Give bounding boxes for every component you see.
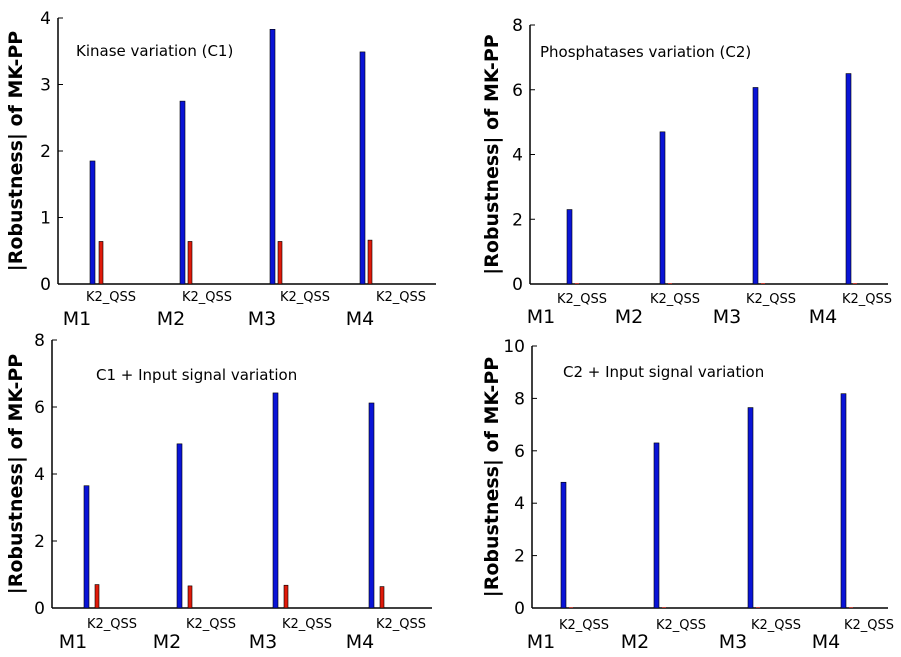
y-tick-label: 6	[512, 81, 523, 101]
bar-blue-M3	[269, 29, 276, 285]
chart-title: C2 + Input signal variation	[563, 363, 764, 381]
group-label-M3: M3	[713, 306, 741, 328]
group-label-M3: M3	[719, 631, 747, 653]
chart-title: C1 + Input signal variation	[96, 366, 297, 384]
bar-red-M2	[187, 585, 193, 609]
bar-red-M4	[849, 607, 853, 608]
y-tick-label: 10	[503, 337, 525, 357]
bar-blue-M1	[566, 209, 573, 285]
category-label: K2_QSS	[182, 290, 232, 305]
y-tick-label: 8	[514, 389, 525, 409]
group-label-M2: M2	[153, 631, 181, 653]
category-label: K2_QSS	[751, 618, 801, 633]
y-tick-label: 2	[40, 142, 51, 162]
y-tick-label: 3	[40, 76, 51, 96]
category-label: K2_QSS	[87, 617, 137, 632]
bar-blue-M4	[840, 393, 847, 609]
bar-red-M2	[662, 607, 666, 608]
y-tick-label: 8	[34, 331, 45, 351]
bar-blue-M2	[179, 100, 186, 285]
y-tick-label: 1	[40, 209, 51, 229]
y-tick-label: 2	[512, 210, 523, 230]
y-axis-label: |Robustness| of MK-PP	[5, 31, 27, 271]
category-label: K2_QSS	[650, 292, 700, 307]
bar-red-M3	[283, 584, 289, 609]
y-axis-label: |Robustness| of MK-PP	[481, 357, 503, 597]
bar-red-M1	[94, 584, 100, 609]
y-axis-label: |Robustness| of MK-PP	[5, 354, 27, 594]
y-tick-label: 2	[34, 532, 45, 552]
group-label-M2: M2	[621, 631, 649, 653]
group-label-M1: M1	[527, 306, 555, 328]
chart-title: Phosphatases variation (C2)	[540, 43, 751, 61]
y-tick-label: 2	[514, 547, 525, 567]
y-tick-label: 4	[34, 465, 45, 485]
category-label: K2_QSS	[376, 290, 426, 305]
group-label-M1: M1	[63, 308, 91, 330]
category-label: K2_QSS	[376, 617, 426, 632]
bar-red-M1	[575, 283, 579, 284]
bar-blue-M3	[272, 392, 279, 609]
bar-blue-M1	[560, 481, 567, 609]
y-tick-label: 0	[512, 275, 523, 295]
bar-red-M2	[187, 241, 193, 285]
bar-red-M1	[569, 607, 573, 608]
bar-blue-M3	[747, 407, 754, 609]
bar-blue-M4	[845, 73, 852, 285]
y-tick-label: 0	[34, 599, 45, 619]
bar-blue-M4	[368, 402, 375, 609]
category-label: K2_QSS	[842, 292, 892, 307]
y-tick-label: 8	[512, 16, 523, 36]
y-axis-label: |Robustness| of MK-PP	[481, 34, 503, 274]
y-tick-label: 4	[40, 9, 51, 29]
category-label: K2_QSS	[656, 618, 706, 633]
group-label-M4: M4	[346, 308, 374, 330]
bar-red-M3	[761, 283, 765, 284]
y-tick-label: 4	[514, 494, 525, 514]
bar-blue-M1	[83, 485, 90, 609]
category-label: K2_QSS	[280, 290, 330, 305]
category-label: K2_QSS	[557, 292, 607, 307]
category-label: K2_QSS	[844, 618, 894, 633]
group-label-M3: M3	[249, 631, 277, 653]
bar-blue-M2	[176, 443, 183, 609]
bar-blue-M3	[752, 87, 759, 285]
chart-panel-3: 0 2 4 6 8 |Robustness| of MK-PP C1 + Input sig…	[5, 331, 432, 653]
category-label: K2_QSS	[186, 617, 236, 632]
group-label-M4: M4	[346, 631, 374, 653]
bar-red-M4	[379, 586, 385, 609]
bar-red-M4	[367, 239, 373, 285]
bar-blue-M1	[89, 160, 96, 285]
group-label-M2: M2	[615, 306, 643, 328]
bar-red-M2	[668, 283, 672, 284]
category-label: K2_QSS	[746, 292, 796, 307]
chart-panel-2: 0 2 4 6 8 |Robustness| of MK-PP Phosphatases v…	[481, 16, 892, 328]
chart-title: Kinase variation (C1)	[76, 42, 233, 60]
group-label-M1: M1	[527, 631, 555, 653]
group-label-M4: M4	[812, 631, 840, 653]
group-label-M2: M2	[157, 308, 185, 330]
bar-red-M3	[277, 241, 283, 285]
y-tick-label: 4	[512, 146, 523, 166]
group-label-M1: M1	[59, 631, 87, 653]
bar-red-M3	[756, 607, 760, 608]
bar-red-M1	[98, 241, 104, 285]
bar-blue-M2	[653, 442, 660, 609]
bar-red-M4	[853, 283, 857, 284]
y-tick-label: 6	[34, 398, 45, 418]
chart-panel-1: 0 1 2 3 4 |Robustness| of MK-PP Kinase variati…	[5, 9, 436, 330]
y-tick-label: 0	[514, 599, 525, 619]
bar-blue-M4	[359, 51, 366, 285]
group-label-M4: M4	[809, 306, 837, 328]
category-label: K2_QSS	[559, 618, 609, 633]
bar-blue-M2	[659, 131, 666, 285]
group-label-M3: M3	[248, 308, 276, 330]
y-tick-label: 0	[40, 275, 51, 295]
chart-panel-4: 0 2 4 6 8 10|Robustness| of MK-PP C2 + Input s…	[481, 337, 894, 653]
y-tick-label: 6	[514, 442, 525, 462]
category-label: K2_QSS	[86, 290, 136, 305]
category-label: K2_QSS	[282, 617, 332, 632]
